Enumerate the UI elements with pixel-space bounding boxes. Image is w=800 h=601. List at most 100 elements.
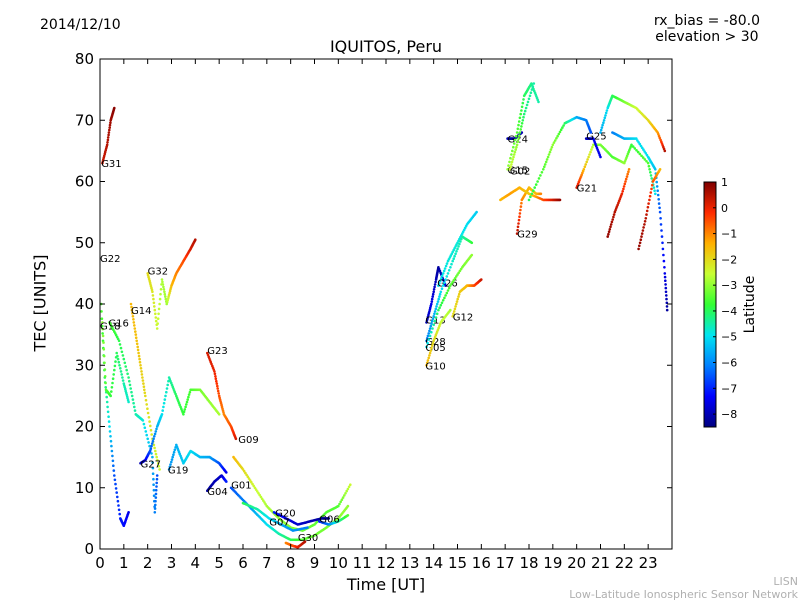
data-point [171, 455, 174, 459]
data-point [428, 351, 432, 355]
satellite-label: G01 [231, 481, 251, 492]
satellite-label: G07 [269, 517, 289, 528]
data-point [650, 177, 653, 180]
x-tick-label: 8 [286, 554, 296, 572]
data-point [116, 357, 120, 361]
data-point [437, 297, 441, 301]
data-point [108, 123, 112, 127]
data-point [549, 148, 553, 151]
data-point [432, 323, 436, 327]
data-point [425, 364, 428, 367]
data-point [160, 413, 164, 416]
data-point [439, 290, 443, 294]
data-point [152, 488, 156, 492]
series-g26: G26 [437, 210, 478, 290]
data-point [517, 134, 521, 137]
satellite-label: G32 [148, 266, 168, 277]
data-point [303, 540, 307, 543]
data-point [108, 128, 111, 132]
data-point [133, 324, 136, 327]
data-point [430, 346, 433, 350]
data-point [450, 282, 453, 286]
data-point [439, 279, 442, 283]
data-point [141, 419, 145, 422]
data-point [341, 496, 345, 499]
series-trace-e [606, 168, 631, 238]
x-tick-label: 7 [262, 554, 272, 572]
data-point [434, 307, 438, 311]
data-point [136, 345, 139, 349]
data-point [152, 494, 156, 498]
data-point [114, 482, 117, 486]
data-point [552, 141, 556, 144]
data-point [120, 350, 124, 354]
data-point [225, 471, 228, 474]
series-g16: G16 [108, 318, 159, 514]
data-point [558, 198, 562, 202]
data-point [154, 316, 158, 319]
data-point [109, 439, 113, 443]
data-point [543, 163, 547, 166]
data-point [152, 483, 155, 487]
data-point [432, 288, 436, 291]
x-tick-label: 9 [310, 554, 320, 572]
y-tick-label: 40 [75, 295, 94, 313]
plot-parameters: rx_bias = -80.0 elevation > 30 [654, 13, 760, 45]
data-point [518, 212, 522, 215]
data-point [427, 356, 431, 360]
data-point [259, 495, 263, 499]
data-point [648, 168, 651, 171]
data-point [517, 218, 521, 222]
data-point [438, 281, 441, 285]
data-point [425, 339, 428, 343]
data-point [441, 284, 445, 287]
data-point [142, 385, 146, 389]
data-point [426, 334, 430, 338]
data-point [582, 168, 586, 171]
series-g06: G06 [318, 514, 350, 526]
data-point [102, 354, 106, 358]
data-point [656, 193, 660, 197]
data-point [530, 88, 534, 91]
data-point [162, 401, 166, 405]
data-point [338, 502, 341, 506]
data-point [599, 128, 603, 132]
data-point [153, 305, 156, 308]
data-point [113, 106, 116, 110]
data-point [155, 427, 158, 431]
data-point [152, 297, 155, 301]
x-tick-label: 16 [472, 554, 491, 572]
colorbar-tick-label: 0 [721, 202, 728, 215]
data-point [521, 101, 525, 105]
data-point [151, 439, 155, 443]
data-point [151, 466, 155, 470]
data-point [515, 143, 519, 147]
data-point [151, 461, 154, 464]
data-point [215, 382, 219, 385]
data-point [168, 465, 172, 469]
data-point [153, 435, 156, 438]
colorbar-label: Latitude [742, 276, 758, 334]
data-point [111, 381, 114, 385]
data-point [607, 230, 611, 233]
data-point [428, 354, 431, 357]
data-point [136, 348, 140, 352]
data-point [606, 235, 609, 238]
data-point [509, 156, 512, 160]
data-point [154, 430, 158, 433]
data-point [101, 324, 104, 328]
data-point [608, 228, 612, 231]
data-point [589, 131, 593, 134]
data-point [510, 163, 513, 166]
data-point [587, 155, 590, 159]
data-point [158, 297, 162, 301]
data-point [557, 132, 561, 136]
data-point [172, 453, 175, 457]
data-point [449, 308, 452, 312]
data-point [154, 449, 157, 453]
data-point [641, 229, 645, 232]
data-point [550, 145, 554, 149]
data-point [137, 354, 141, 358]
y-tick-label: 70 [75, 111, 94, 129]
